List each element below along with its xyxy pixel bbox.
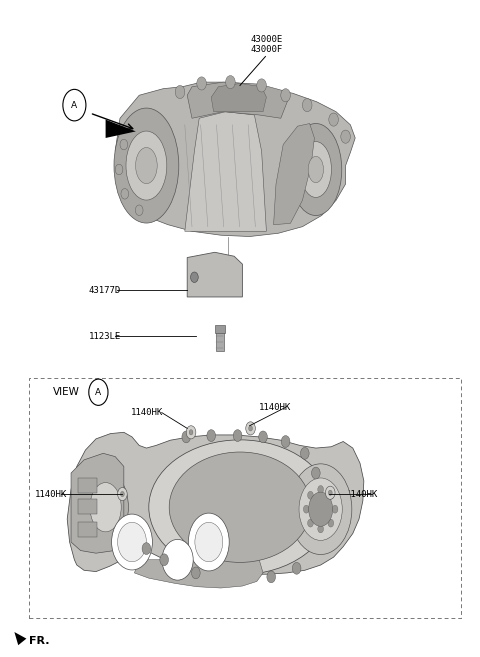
Ellipse shape bbox=[289, 464, 352, 555]
Circle shape bbox=[328, 519, 334, 527]
Polygon shape bbox=[187, 82, 288, 118]
Circle shape bbox=[160, 554, 168, 566]
Text: FR.: FR. bbox=[29, 635, 49, 646]
Text: 43177D: 43177D bbox=[89, 286, 121, 295]
Circle shape bbox=[207, 430, 216, 442]
Ellipse shape bbox=[299, 478, 342, 540]
Circle shape bbox=[118, 487, 127, 501]
Circle shape bbox=[249, 426, 252, 431]
Polygon shape bbox=[187, 252, 242, 297]
Bar bbox=[29, 378, 461, 618]
Circle shape bbox=[191, 272, 198, 283]
Circle shape bbox=[182, 431, 191, 443]
Bar bbox=[215, 325, 225, 333]
Circle shape bbox=[328, 490, 332, 495]
Circle shape bbox=[325, 486, 335, 499]
Ellipse shape bbox=[90, 482, 121, 532]
Ellipse shape bbox=[309, 492, 333, 526]
Circle shape bbox=[120, 491, 124, 497]
Ellipse shape bbox=[169, 452, 311, 562]
Ellipse shape bbox=[188, 513, 229, 571]
Polygon shape bbox=[211, 83, 266, 112]
Circle shape bbox=[186, 426, 196, 439]
Text: 43000F: 43000F bbox=[250, 45, 283, 55]
Text: 1140HK: 1140HK bbox=[346, 489, 378, 499]
Circle shape bbox=[308, 519, 313, 527]
Circle shape bbox=[328, 491, 334, 499]
Circle shape bbox=[120, 139, 128, 150]
Ellipse shape bbox=[114, 108, 179, 223]
Circle shape bbox=[189, 430, 193, 435]
Polygon shape bbox=[274, 124, 314, 225]
Bar bbox=[78, 478, 97, 493]
Text: 1140HK: 1140HK bbox=[35, 489, 67, 499]
Ellipse shape bbox=[83, 471, 129, 543]
Circle shape bbox=[142, 543, 151, 555]
Circle shape bbox=[246, 422, 255, 435]
Circle shape bbox=[302, 99, 312, 112]
Ellipse shape bbox=[195, 522, 223, 562]
Circle shape bbox=[175, 85, 185, 99]
Circle shape bbox=[197, 77, 206, 90]
Circle shape bbox=[192, 567, 200, 579]
Circle shape bbox=[312, 467, 320, 479]
Ellipse shape bbox=[135, 148, 157, 184]
Circle shape bbox=[226, 76, 235, 89]
Bar bbox=[78, 499, 97, 514]
Circle shape bbox=[257, 79, 266, 92]
Circle shape bbox=[233, 430, 242, 442]
Circle shape bbox=[308, 491, 313, 499]
Circle shape bbox=[259, 431, 267, 443]
Polygon shape bbox=[134, 560, 263, 588]
Ellipse shape bbox=[300, 142, 332, 198]
Circle shape bbox=[329, 113, 338, 126]
Text: 43000E: 43000E bbox=[250, 35, 283, 44]
Ellipse shape bbox=[126, 131, 167, 200]
Polygon shape bbox=[185, 112, 266, 231]
Circle shape bbox=[267, 571, 276, 583]
Circle shape bbox=[292, 562, 301, 574]
Ellipse shape bbox=[149, 440, 331, 574]
Circle shape bbox=[281, 436, 290, 447]
Polygon shape bbox=[71, 453, 124, 553]
Text: VIEW: VIEW bbox=[53, 387, 80, 397]
Ellipse shape bbox=[162, 539, 193, 580]
Circle shape bbox=[303, 505, 309, 513]
Bar bbox=[78, 522, 97, 537]
Circle shape bbox=[318, 525, 324, 533]
Polygon shape bbox=[115, 82, 355, 237]
Circle shape bbox=[121, 189, 129, 199]
Circle shape bbox=[318, 486, 324, 493]
Circle shape bbox=[115, 164, 123, 175]
Text: A: A bbox=[96, 388, 101, 397]
Circle shape bbox=[332, 505, 338, 513]
Text: 1140HK: 1140HK bbox=[259, 403, 291, 412]
Polygon shape bbox=[106, 120, 136, 138]
Polygon shape bbox=[67, 432, 364, 574]
Ellipse shape bbox=[308, 156, 324, 183]
Circle shape bbox=[135, 205, 143, 215]
Ellipse shape bbox=[118, 522, 146, 562]
Text: 1140HK: 1140HK bbox=[131, 408, 163, 417]
Circle shape bbox=[300, 447, 309, 459]
Circle shape bbox=[281, 89, 290, 102]
Ellipse shape bbox=[111, 514, 153, 570]
Circle shape bbox=[341, 130, 350, 143]
Bar bbox=[216, 332, 224, 351]
Text: A: A bbox=[72, 101, 77, 110]
Text: 1123LE: 1123LE bbox=[89, 332, 121, 341]
Polygon shape bbox=[14, 632, 26, 645]
Ellipse shape bbox=[290, 124, 342, 215]
